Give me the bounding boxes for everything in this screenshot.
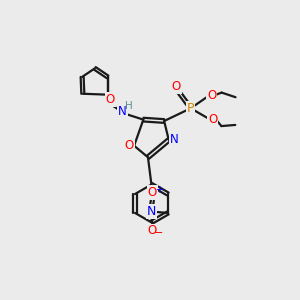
Text: +: +: [155, 185, 163, 195]
Text: O: O: [207, 89, 216, 102]
Text: O: O: [106, 93, 115, 106]
Text: N: N: [169, 134, 178, 146]
Text: O: O: [172, 80, 181, 93]
Text: O: O: [124, 139, 134, 152]
Text: N: N: [146, 205, 156, 218]
Text: O: O: [208, 113, 218, 126]
Text: O: O: [148, 186, 157, 199]
Text: P: P: [187, 102, 194, 115]
Text: −: −: [154, 228, 164, 238]
Text: O: O: [148, 224, 157, 238]
Text: N: N: [118, 105, 127, 118]
Text: H: H: [125, 101, 133, 111]
